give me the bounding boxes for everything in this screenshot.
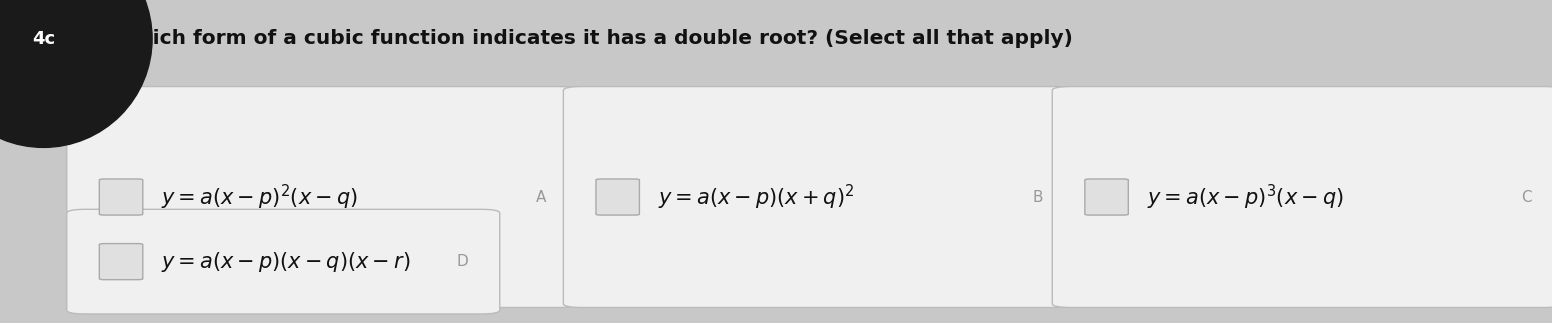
- Text: 4c: 4c: [33, 30, 54, 48]
- Text: $y = a(x-p)(x-q)(x-r)$: $y = a(x-p)(x-q)(x-r)$: [161, 250, 411, 274]
- FancyBboxPatch shape: [1052, 87, 1552, 307]
- Text: $y = a(x-p)^{2}(x-q)$: $y = a(x-p)^{2}(x-q)$: [161, 182, 359, 212]
- FancyBboxPatch shape: [99, 179, 143, 215]
- FancyBboxPatch shape: [99, 244, 143, 280]
- FancyBboxPatch shape: [596, 179, 639, 215]
- Text: B: B: [1032, 190, 1043, 204]
- Text: C: C: [1521, 190, 1532, 204]
- Text: D: D: [456, 254, 469, 269]
- Text: A: A: [535, 190, 546, 204]
- FancyBboxPatch shape: [563, 87, 1074, 307]
- FancyBboxPatch shape: [67, 209, 500, 314]
- FancyBboxPatch shape: [1085, 179, 1128, 215]
- Text: $y = a(x-p)^{3}(x-q)$: $y = a(x-p)^{3}(x-q)$: [1147, 182, 1344, 212]
- FancyBboxPatch shape: [67, 87, 577, 307]
- Text: $y = a(x-p)(x+q)^{2}$: $y = a(x-p)(x+q)^{2}$: [658, 182, 855, 212]
- Text: Which form of a cubic function indicates it has a double root? (Select all that : Which form of a cubic function indicates…: [116, 29, 1074, 48]
- Ellipse shape: [0, 0, 152, 147]
